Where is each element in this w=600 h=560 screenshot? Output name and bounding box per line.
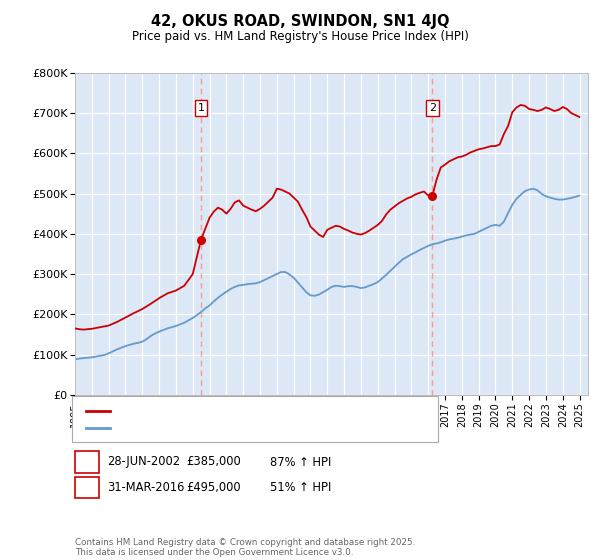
Text: HPI: Average price, detached house, Swindon: HPI: Average price, detached house, Swin… [116,423,365,433]
Text: 42, OKUS ROAD, SWINDON, SN1 4JQ (detached house): 42, OKUS ROAD, SWINDON, SN1 4JQ (detache… [116,405,415,416]
Text: 28-JUN-2002: 28-JUN-2002 [107,455,180,469]
Text: 2: 2 [83,480,91,494]
Text: Price paid vs. HM Land Registry's House Price Index (HPI): Price paid vs. HM Land Registry's House … [131,30,469,43]
Text: 1: 1 [197,103,205,113]
Text: 87% ↑ HPI: 87% ↑ HPI [270,455,331,469]
Text: Contains HM Land Registry data © Crown copyright and database right 2025.
This d: Contains HM Land Registry data © Crown c… [75,538,415,557]
Text: £385,000: £385,000 [186,455,241,469]
Text: 31-MAR-2016: 31-MAR-2016 [107,480,184,494]
Text: 42, OKUS ROAD, SWINDON, SN1 4JQ: 42, OKUS ROAD, SWINDON, SN1 4JQ [151,14,449,29]
Text: 51% ↑ HPI: 51% ↑ HPI [270,480,331,494]
Text: £495,000: £495,000 [186,480,241,494]
Text: 2: 2 [429,103,436,113]
Text: 1: 1 [83,455,91,469]
